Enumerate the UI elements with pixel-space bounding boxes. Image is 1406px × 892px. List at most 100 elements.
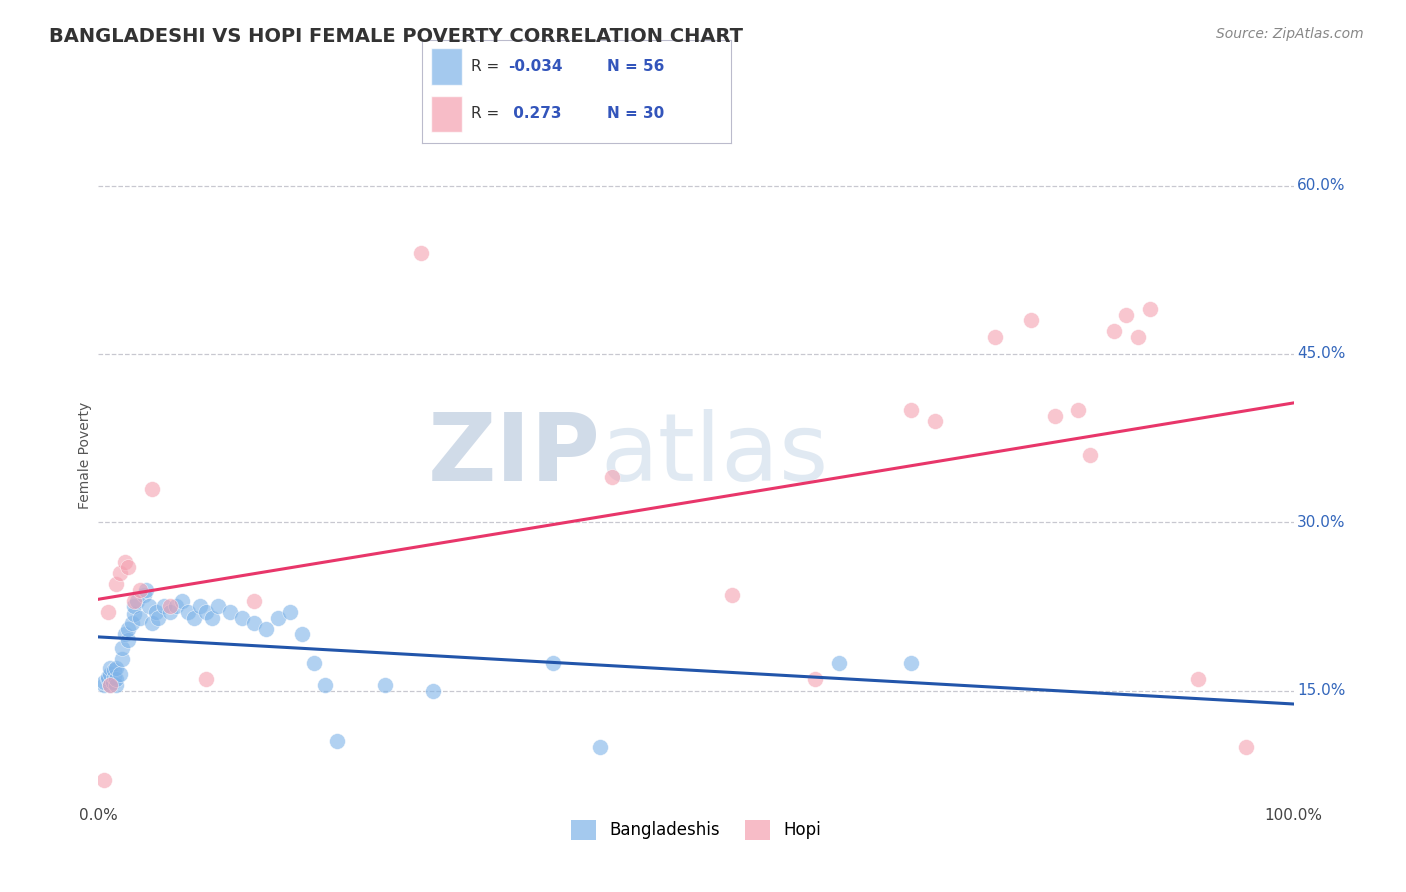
- Text: ZIP: ZIP: [427, 409, 600, 501]
- Text: 45.0%: 45.0%: [1298, 346, 1346, 361]
- Y-axis label: Female Poverty: Female Poverty: [79, 401, 93, 508]
- Point: [124, 599, 146, 614]
- Point: [1104, 325, 1126, 339]
- Point: [117, 633, 139, 648]
- Point: [828, 656, 851, 670]
- Point: [721, 588, 744, 602]
- Point: [97, 673, 120, 687]
- Point: [111, 652, 134, 666]
- Point: [201, 610, 224, 624]
- Point: [121, 616, 143, 631]
- Point: [1067, 403, 1090, 417]
- Point: [141, 482, 163, 496]
- Point: [132, 588, 155, 602]
- Point: [98, 678, 122, 692]
- Point: [188, 599, 211, 614]
- Text: BANGLADESHI VS HOPI FEMALE POVERTY CORRELATION CHART: BANGLADESHI VS HOPI FEMALE POVERTY CORRE…: [49, 27, 744, 45]
- Point: [589, 739, 612, 754]
- Point: [804, 673, 827, 687]
- Point: [243, 594, 266, 608]
- Point: [124, 594, 146, 608]
- Text: N = 56: N = 56: [607, 59, 665, 74]
- Point: [105, 673, 128, 687]
- Point: [135, 582, 157, 597]
- Point: [254, 622, 277, 636]
- Point: [1080, 448, 1102, 462]
- Point: [159, 605, 181, 619]
- Point: [900, 656, 922, 670]
- Point: [207, 599, 229, 614]
- Point: [278, 605, 301, 619]
- Point: [117, 560, 139, 574]
- Point: [141, 616, 163, 631]
- Point: [602, 470, 624, 484]
- Point: [103, 670, 125, 684]
- Point: [302, 656, 325, 670]
- Text: 30.0%: 30.0%: [1298, 515, 1346, 530]
- Text: R =: R =: [471, 59, 505, 74]
- FancyBboxPatch shape: [432, 48, 463, 86]
- Point: [98, 678, 122, 692]
- Point: [129, 610, 152, 624]
- Point: [111, 640, 134, 655]
- Text: N = 30: N = 30: [607, 106, 665, 121]
- Point: [97, 670, 120, 684]
- Point: [900, 403, 922, 417]
- Point: [231, 610, 253, 624]
- Text: 15.0%: 15.0%: [1298, 683, 1346, 698]
- Point: [1043, 409, 1066, 423]
- Point: [93, 773, 115, 788]
- Point: [924, 414, 946, 428]
- Text: -0.034: -0.034: [509, 59, 562, 74]
- Text: atlas: atlas: [600, 409, 828, 501]
- Point: [984, 330, 1007, 344]
- Point: [108, 566, 131, 580]
- Point: [145, 605, 167, 619]
- Legend: Bangladeshis, Hopi: Bangladeshis, Hopi: [564, 813, 828, 847]
- Point: [1115, 308, 1137, 322]
- Point: [219, 605, 242, 619]
- Point: [117, 622, 139, 636]
- Point: [411, 246, 433, 260]
- Point: [93, 678, 115, 692]
- Point: [183, 610, 205, 624]
- Point: [114, 627, 136, 641]
- Point: [267, 610, 290, 624]
- Point: [422, 683, 444, 698]
- Point: [1187, 673, 1209, 687]
- Point: [103, 664, 125, 678]
- Point: [1019, 313, 1042, 327]
- Point: [326, 734, 349, 748]
- Point: [153, 599, 176, 614]
- Text: Source: ZipAtlas.com: Source: ZipAtlas.com: [1216, 27, 1364, 41]
- Point: [1139, 301, 1161, 316]
- Point: [105, 577, 128, 591]
- Point: [195, 605, 218, 619]
- Point: [129, 582, 152, 597]
- FancyBboxPatch shape: [432, 95, 463, 132]
- Point: [105, 661, 128, 675]
- Point: [177, 605, 200, 619]
- Point: [165, 599, 187, 614]
- Point: [172, 594, 194, 608]
- Point: [138, 599, 160, 614]
- Point: [124, 607, 146, 622]
- Point: [374, 678, 396, 692]
- Point: [98, 666, 122, 681]
- Text: 0.273: 0.273: [509, 106, 562, 121]
- Point: [291, 627, 314, 641]
- Point: [159, 599, 181, 614]
- Point: [97, 605, 120, 619]
- Point: [315, 678, 337, 692]
- Point: [243, 616, 266, 631]
- Point: [108, 666, 131, 681]
- Text: R =: R =: [471, 106, 505, 121]
- Point: [541, 656, 564, 670]
- Point: [125, 594, 148, 608]
- Point: [93, 674, 115, 689]
- Text: 60.0%: 60.0%: [1298, 178, 1346, 193]
- Point: [195, 673, 218, 687]
- Point: [105, 678, 128, 692]
- Point: [101, 674, 124, 689]
- Point: [114, 555, 136, 569]
